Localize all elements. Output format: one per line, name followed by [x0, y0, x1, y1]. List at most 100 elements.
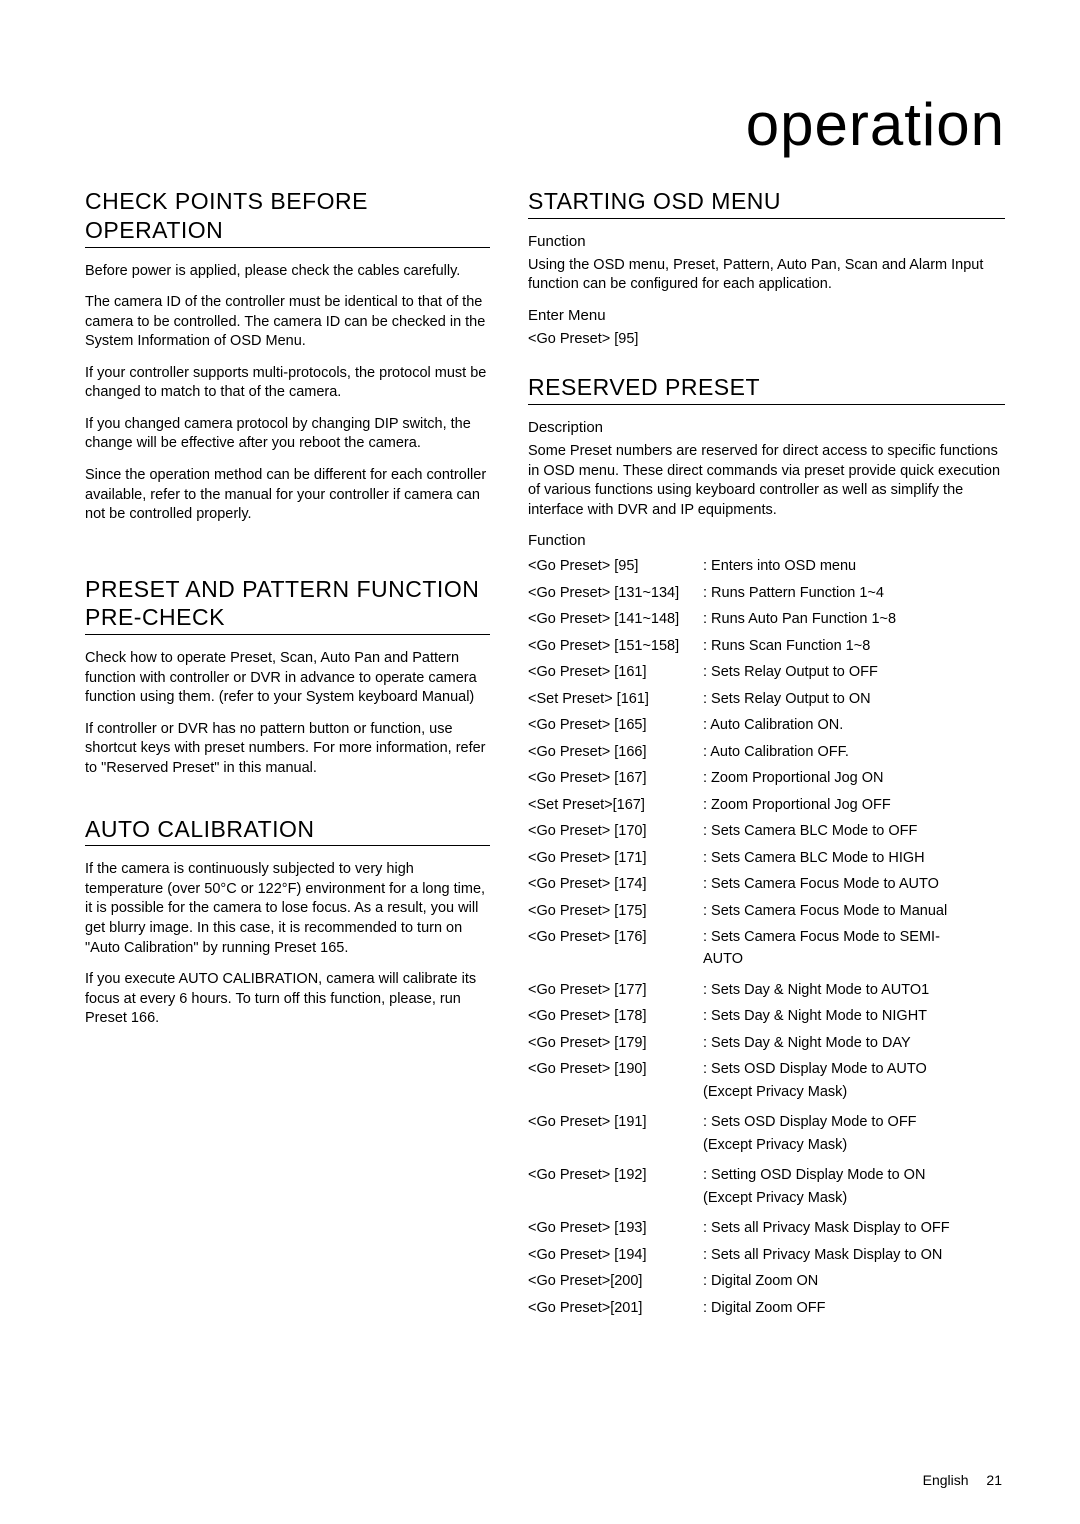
- preset-row: <Set Preset>[167]: Zoom Proportional Jog…: [528, 794, 1005, 816]
- preset-description: : Sets OSD Display Mode to AUTO: [703, 1058, 1005, 1080]
- preset-command: <Go Preset> [175]: [528, 900, 703, 922]
- preset-description: : Sets OSD Display Mode to OFF: [703, 1111, 1005, 1133]
- preset-row: <Go Preset> [161]: Sets Relay Output to …: [528, 661, 1005, 683]
- preset-description: : Digital Zoom ON: [703, 1270, 1005, 1292]
- body-text: If controller or DVR has no pattern butt…: [85, 720, 490, 779]
- preset-command: <Go Preset> [170]: [528, 820, 703, 842]
- preset-description: : Zoom Proportional Jog OFF: [703, 794, 1005, 816]
- preset-description: : Digital Zoom OFF: [703, 1297, 1005, 1319]
- preset-row: (Except Privacy Mask): [528, 1138, 1005, 1160]
- preset-description: : Sets Day & Night Mode to DAY: [703, 1032, 1005, 1054]
- preset-description-continuation: AUTO: [528, 948, 1005, 970]
- preset-description: : Sets Camera Focus Mode to AUTO: [703, 873, 1005, 895]
- preset-row: <Go Preset> [176]: Sets Camera Focus Mod…: [528, 926, 1005, 948]
- preset-description: : Sets Camera Focus Mode to Manual: [703, 900, 1005, 922]
- preset-description: : Sets Day & Night Mode to AUTO1: [703, 979, 1005, 1001]
- preset-command: <Go Preset> [171]: [528, 847, 703, 869]
- heading-auto-calibration: AUTO CALIBRATION: [85, 815, 490, 847]
- preset-row: <Go Preset> [177]: Sets Day & Night Mode…: [528, 979, 1005, 1001]
- preset-row: <Go Preset> [167]: Zoom Proportional Jog…: [528, 767, 1005, 789]
- body-text: <Go Preset> [95]: [528, 330, 1005, 350]
- preset-row: <Set Preset> [161]: Sets Relay Output to…: [528, 688, 1005, 710]
- body-text: If the camera is continuously subjected …: [85, 860, 490, 958]
- preset-row: <Go Preset> [170]: Sets Camera BLC Mode …: [528, 820, 1005, 842]
- preset-command: <Go Preset> [166]: [528, 741, 703, 763]
- label-function: Function: [528, 532, 1005, 549]
- preset-description: : Zoom Proportional Jog ON: [703, 767, 1005, 789]
- preset-row: <Go Preset> [151~158]: Runs Scan Functio…: [528, 635, 1005, 657]
- heading-preset-pattern: PRESET AND PATTERN FUNCTION PRE-CHECK: [85, 575, 490, 636]
- body-text: The camera ID of the controller must be …: [85, 293, 490, 352]
- preset-row: <Go Preset> [141~148]: Runs Auto Pan Fun…: [528, 608, 1005, 630]
- preset-row: <Go Preset>[201]: Digital Zoom OFF: [528, 1297, 1005, 1319]
- preset-description: : Sets Camera Focus Mode to SEMI-: [703, 926, 1005, 948]
- preset-command: <Go Preset> [167]: [528, 767, 703, 789]
- heading-starting-osd: STARTING OSD MENU: [528, 187, 1005, 219]
- preset-description: : Setting OSD Display Mode to ON: [703, 1164, 1005, 1186]
- preset-description: : Runs Scan Function 1~8: [703, 635, 1005, 657]
- preset-row: <Go Preset> [190]: Sets OSD Display Mode…: [528, 1058, 1005, 1080]
- preset-row: <Go Preset> [175]: Sets Camera Focus Mod…: [528, 900, 1005, 922]
- preset-row: <Go Preset> [193]: Sets all Privacy Mask…: [528, 1217, 1005, 1239]
- preset-command: <Go Preset> [161]: [528, 661, 703, 683]
- right-column: STARTING OSD MENU Function Using the OSD…: [528, 187, 1005, 1323]
- preset-description: : Sets Relay Output to ON: [703, 688, 1005, 710]
- preset-command: <Set Preset> [161]: [528, 688, 703, 710]
- preset-row: <Go Preset> [131~134]: Runs Pattern Func…: [528, 582, 1005, 604]
- preset-command: <Go Preset> [131~134]: [528, 582, 703, 604]
- preset-description: : Sets Relay Output to OFF: [703, 661, 1005, 683]
- preset-row: (Except Privacy Mask): [528, 1191, 1005, 1213]
- preset-command: <Go Preset> [191]: [528, 1111, 703, 1133]
- label-description: Description: [528, 419, 1005, 436]
- label-enter-menu: Enter Menu: [528, 307, 1005, 324]
- body-text: If you execute AUTO CALIBRATION, camera …: [85, 970, 490, 1029]
- heading-reserved-preset: RESERVED PRESET: [528, 373, 1005, 405]
- heading-check-points: CHECK POINTS BEFORE OPERATION: [85, 187, 490, 248]
- preset-command: <Go Preset> [178]: [528, 1005, 703, 1027]
- preset-command: <Go Preset> [141~148]: [528, 608, 703, 630]
- left-column: CHECK POINTS BEFORE OPERATION Before pow…: [85, 187, 490, 1323]
- footer-page-number: 21: [986, 1472, 1002, 1488]
- preset-command: <Go Preset> [176]: [528, 926, 703, 948]
- preset-row: <Go Preset> [95]: Enters into OSD menu: [528, 555, 1005, 577]
- preset-list: <Go Preset> [95]: Enters into OSD menu<G…: [528, 555, 1005, 1319]
- preset-description: : Sets Camera BLC Mode to HIGH: [703, 847, 1005, 869]
- preset-row: <Go Preset> [194]: Sets all Privacy Mask…: [528, 1244, 1005, 1266]
- preset-command: <Go Preset> [193]: [528, 1217, 703, 1239]
- preset-row: <Go Preset> [165]: Auto Calibration ON.: [528, 714, 1005, 736]
- body-text: If you changed camera protocol by changi…: [85, 415, 490, 454]
- preset-command: <Go Preset> [179]: [528, 1032, 703, 1054]
- preset-row: (Except Privacy Mask): [528, 1085, 1005, 1107]
- preset-command: <Go Preset> [194]: [528, 1244, 703, 1266]
- preset-command: <Go Preset> [190]: [528, 1058, 703, 1080]
- preset-description: : Sets Day & Night Mode to NIGHT: [703, 1005, 1005, 1027]
- body-text: Some Preset numbers are reserved for dir…: [528, 442, 1005, 520]
- preset-row: <Go Preset> [166]: Auto Calibration OFF.: [528, 741, 1005, 763]
- preset-row: <Go Preset> [171]: Sets Camera BLC Mode …: [528, 847, 1005, 869]
- preset-row: <Go Preset> [192]: Setting OSD Display M…: [528, 1164, 1005, 1186]
- preset-command: <Go Preset>[201]: [528, 1297, 703, 1319]
- body-text: If your controller supports multi-protoc…: [85, 364, 490, 403]
- preset-description: : Runs Pattern Function 1~4: [703, 582, 1005, 604]
- footer-language: English: [923, 1472, 969, 1488]
- preset-row: AUTO: [528, 952, 1005, 974]
- preset-description-continuation: (Except Privacy Mask): [528, 1134, 1005, 1156]
- preset-command: <Go Preset> [192]: [528, 1164, 703, 1186]
- preset-description: : Auto Calibration OFF.: [703, 741, 1005, 763]
- preset-row: <Go Preset> [174]: Sets Camera Focus Mod…: [528, 873, 1005, 895]
- preset-description: : Sets all Privacy Mask Display to OFF: [703, 1217, 1005, 1239]
- body-text: Using the OSD menu, Preset, Pattern, Aut…: [528, 256, 1005, 295]
- body-text: Before power is applied, please check th…: [85, 262, 490, 282]
- page-footer: English 21: [923, 1472, 1002, 1488]
- label-function: Function: [528, 233, 1005, 250]
- preset-command: <Go Preset> [151~158]: [528, 635, 703, 657]
- preset-command: <Go Preset> [177]: [528, 979, 703, 1001]
- preset-command: <Go Preset> [174]: [528, 873, 703, 895]
- preset-description: : Auto Calibration ON.: [703, 714, 1005, 736]
- page-title: operation: [85, 90, 1005, 159]
- preset-row: <Go Preset> [178]: Sets Day & Night Mode…: [528, 1005, 1005, 1027]
- preset-description: : Enters into OSD menu: [703, 555, 1005, 577]
- preset-command: <Go Preset> [95]: [528, 555, 703, 577]
- preset-command: <Go Preset> [165]: [528, 714, 703, 736]
- preset-command: <Go Preset>[200]: [528, 1270, 703, 1292]
